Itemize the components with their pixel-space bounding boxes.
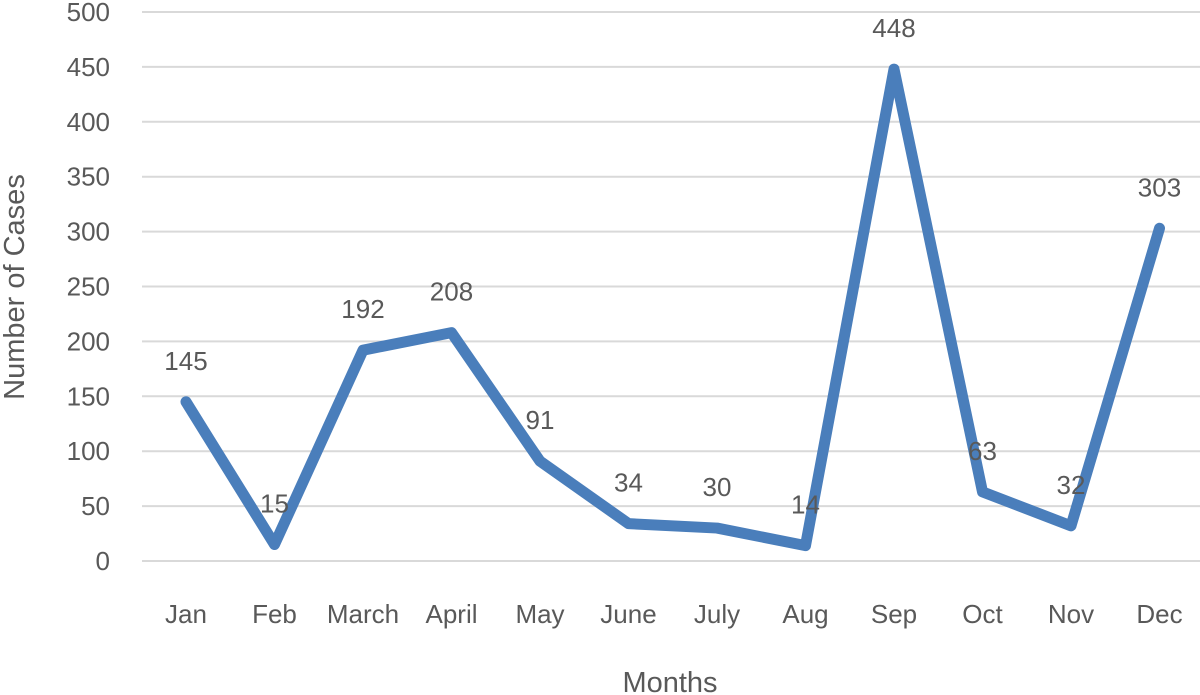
data-label: 208 — [430, 277, 473, 307]
data-label: 192 — [341, 294, 384, 324]
series-line — [180, 63, 1165, 552]
x-tick-label: June — [600, 599, 656, 629]
data-point — [1158, 227, 1161, 230]
y-tick-label: 350 — [67, 162, 110, 192]
y-tick-label: 400 — [67, 107, 110, 137]
x-tick-label: Aug — [782, 599, 828, 629]
x-tick-label: Nov — [1048, 599, 1094, 629]
x-tick-label: Jan — [165, 599, 207, 629]
y-tick-label: 450 — [67, 52, 110, 82]
x-axis-ticks: Jan Feb March April May June July Aug Sep Oct Nov D… — [165, 599, 1183, 629]
data-point — [1070, 524, 1072, 527]
data-point — [273, 543, 276, 546]
x-tick-label: Dec — [1136, 599, 1182, 629]
y-tick-label: 500 — [67, 0, 110, 27]
data-point — [362, 349, 364, 352]
x-tick-label: July — [694, 599, 740, 629]
y-tick-label: 0 — [96, 546, 110, 576]
y-tick-label: 250 — [67, 272, 110, 302]
data-label: 145 — [164, 346, 207, 376]
data-label: 91 — [526, 405, 555, 435]
data-label: 448 — [872, 13, 915, 43]
x-axis-title: Months — [622, 667, 717, 695]
data-label: 30 — [703, 472, 732, 502]
data-point — [539, 460, 541, 463]
y-tick-label: 200 — [67, 326, 110, 356]
x-tick-label: May — [515, 599, 564, 629]
x-tick-label: March — [327, 599, 399, 629]
data-label: 14 — [791, 490, 820, 520]
data-point — [185, 400, 187, 403]
x-tick-label: April — [425, 599, 477, 629]
data-point — [981, 490, 984, 493]
y-tick-label: 300 — [67, 217, 110, 247]
x-tick-label: Feb — [252, 599, 297, 629]
y-axis-title: Number of Cases — [0, 174, 31, 400]
y-tick-label: 150 — [67, 381, 110, 411]
data-label: 15 — [260, 489, 289, 519]
y-tick-label: 100 — [67, 436, 110, 466]
data-label: 32 — [1057, 470, 1086, 500]
y-axis-ticks: 0 50 100 150 200 250 300 350 400 450 500 — [67, 0, 110, 576]
data-point — [893, 68, 895, 71]
data-label: 303 — [1138, 172, 1181, 202]
y-tick-label: 50 — [81, 491, 110, 521]
x-tick-label: Oct — [962, 599, 1003, 629]
x-tick-label: Sep — [871, 599, 917, 629]
data-label: 34 — [614, 468, 643, 498]
data-point — [716, 527, 718, 530]
series-layer — [180, 63, 1165, 552]
data-labels: 145 15 192 208 91 34 30 14 448 63 32 303 — [164, 13, 1181, 520]
data-point — [627, 522, 630, 525]
data-point — [450, 331, 453, 334]
data-point — [804, 544, 807, 547]
data-label: 63 — [968, 436, 997, 466]
